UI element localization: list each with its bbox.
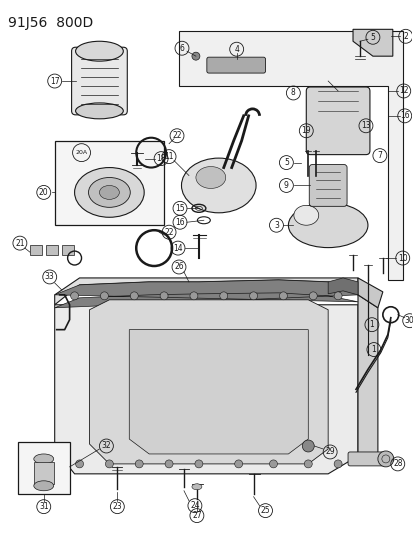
Ellipse shape bbox=[74, 167, 144, 217]
Text: 27: 27 bbox=[192, 511, 201, 520]
FancyBboxPatch shape bbox=[206, 57, 265, 73]
Text: 20: 20 bbox=[39, 188, 48, 197]
Ellipse shape bbox=[293, 205, 318, 225]
Polygon shape bbox=[352, 295, 377, 459]
Bar bbox=[30, 245, 42, 255]
Circle shape bbox=[192, 52, 199, 60]
Ellipse shape bbox=[195, 166, 225, 189]
FancyBboxPatch shape bbox=[347, 452, 387, 466]
Text: 31: 31 bbox=[39, 502, 48, 511]
Text: 15: 15 bbox=[175, 204, 184, 213]
Text: 17: 17 bbox=[50, 77, 59, 85]
Text: 3: 3 bbox=[273, 221, 278, 230]
Text: 4: 4 bbox=[234, 45, 239, 54]
Ellipse shape bbox=[192, 484, 202, 490]
Circle shape bbox=[249, 292, 257, 300]
Text: 24: 24 bbox=[190, 501, 199, 510]
Text: 29: 29 bbox=[325, 448, 334, 456]
FancyBboxPatch shape bbox=[309, 165, 346, 206]
Text: 8: 8 bbox=[290, 88, 295, 98]
Polygon shape bbox=[178, 31, 402, 280]
Text: 32: 32 bbox=[101, 441, 111, 450]
Ellipse shape bbox=[34, 481, 54, 491]
FancyBboxPatch shape bbox=[306, 87, 369, 155]
Circle shape bbox=[279, 292, 287, 300]
Text: 16: 16 bbox=[399, 111, 408, 120]
Text: 13: 13 bbox=[360, 122, 370, 130]
Text: 33: 33 bbox=[45, 272, 55, 281]
Circle shape bbox=[377, 451, 393, 467]
Text: 22: 22 bbox=[164, 228, 173, 237]
Text: 11: 11 bbox=[164, 152, 173, 161]
Text: 5: 5 bbox=[283, 158, 288, 167]
Text: 26: 26 bbox=[174, 262, 183, 271]
FancyBboxPatch shape bbox=[71, 47, 127, 115]
Ellipse shape bbox=[181, 158, 256, 213]
Circle shape bbox=[76, 460, 83, 468]
Text: 1: 1 bbox=[370, 345, 375, 354]
Ellipse shape bbox=[76, 41, 123, 61]
Circle shape bbox=[269, 460, 277, 468]
Circle shape bbox=[219, 292, 227, 300]
Text: 23: 23 bbox=[112, 502, 122, 511]
Circle shape bbox=[190, 292, 197, 300]
Text: 91J56  800D: 91J56 800D bbox=[8, 17, 93, 30]
Text: 16: 16 bbox=[175, 218, 184, 227]
Circle shape bbox=[333, 460, 341, 468]
Circle shape bbox=[71, 292, 78, 300]
Text: 22: 22 bbox=[172, 131, 181, 140]
Circle shape bbox=[160, 292, 168, 300]
Polygon shape bbox=[55, 280, 357, 308]
Text: 12: 12 bbox=[398, 86, 408, 95]
Text: 28: 28 bbox=[392, 459, 401, 469]
Text: 14: 14 bbox=[173, 244, 183, 253]
Bar bbox=[18, 442, 69, 494]
Text: 7: 7 bbox=[377, 151, 381, 160]
Bar bbox=[55, 141, 164, 225]
Polygon shape bbox=[357, 278, 382, 308]
Text: 6: 6 bbox=[179, 44, 184, 53]
Text: 1: 1 bbox=[369, 320, 373, 329]
Circle shape bbox=[135, 460, 143, 468]
Polygon shape bbox=[55, 278, 357, 305]
Ellipse shape bbox=[76, 103, 123, 119]
Circle shape bbox=[309, 292, 316, 300]
Text: 5: 5 bbox=[370, 33, 375, 42]
Circle shape bbox=[234, 460, 242, 468]
Text: 21: 21 bbox=[15, 239, 25, 248]
Polygon shape bbox=[55, 305, 357, 474]
Polygon shape bbox=[328, 278, 357, 295]
Text: 2: 2 bbox=[402, 32, 407, 41]
Ellipse shape bbox=[288, 203, 367, 248]
Circle shape bbox=[105, 460, 113, 468]
Text: 19: 19 bbox=[301, 126, 310, 135]
Circle shape bbox=[195, 460, 202, 468]
Text: 9: 9 bbox=[283, 181, 288, 190]
Text: 18: 18 bbox=[156, 154, 166, 163]
Text: 10: 10 bbox=[397, 254, 406, 263]
Circle shape bbox=[165, 460, 173, 468]
Ellipse shape bbox=[34, 454, 54, 464]
Bar bbox=[34, 462, 54, 484]
Text: 25: 25 bbox=[260, 506, 270, 515]
Bar bbox=[45, 245, 57, 255]
Ellipse shape bbox=[99, 185, 119, 199]
Circle shape bbox=[301, 440, 313, 452]
Polygon shape bbox=[89, 300, 328, 464]
Polygon shape bbox=[129, 329, 308, 454]
Bar bbox=[62, 245, 74, 255]
Circle shape bbox=[130, 292, 138, 300]
Polygon shape bbox=[352, 29, 392, 56]
Circle shape bbox=[333, 292, 341, 300]
Text: 30: 30 bbox=[404, 316, 413, 325]
Text: 20A: 20A bbox=[75, 150, 88, 155]
Circle shape bbox=[304, 460, 311, 468]
Ellipse shape bbox=[88, 177, 130, 207]
Circle shape bbox=[100, 292, 108, 300]
